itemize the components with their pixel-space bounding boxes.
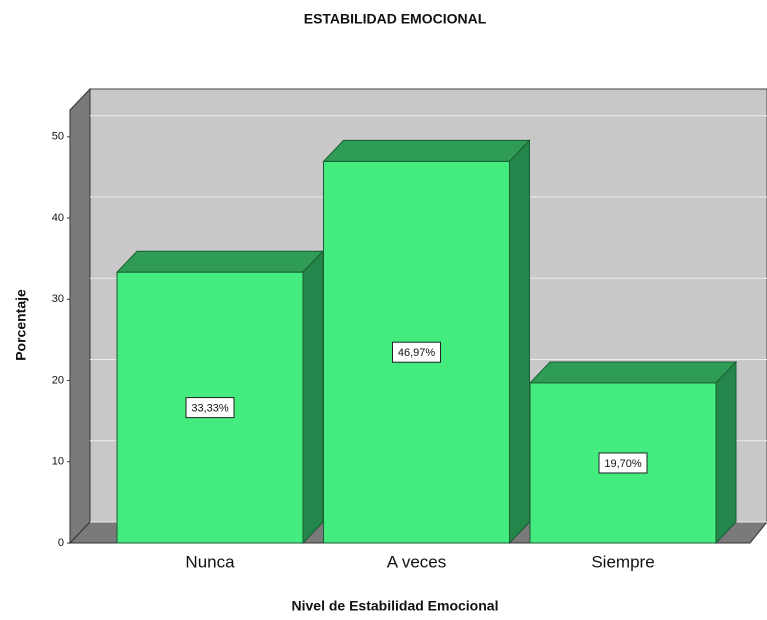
y-tick-label: 10: [52, 456, 64, 468]
x-axis-label: Nivel de Estabilidad Emocional: [292, 598, 499, 614]
bar-side: [509, 139, 530, 545]
left-wall: [69, 87, 91, 545]
x-tick-label: A veces: [387, 552, 447, 571]
chart-title: ESTABILIDAD EMOCIONAL: [304, 11, 487, 27]
y-tick-label: 50: [52, 131, 64, 143]
bar-side: [302, 249, 324, 545]
y-tick-label: 0: [58, 537, 64, 549]
bar-side: [715, 360, 737, 545]
value-label-box: [392, 341, 441, 363]
bar-top: [528, 361, 738, 384]
value-label: 46,97%: [398, 347, 436, 359]
bar-top: [115, 250, 325, 273]
y-tick-label: 30: [52, 293, 64, 305]
y-axis-label: Porcentaje: [13, 289, 29, 361]
y-tick-label: 40: [52, 212, 64, 224]
value-label-box: [185, 397, 235, 419]
value-label: 19,70%: [604, 458, 642, 470]
y-tick-label: 20: [52, 374, 64, 386]
value-label: 33,33%: [191, 403, 229, 415]
x-tick-label: Nunca: [185, 552, 235, 571]
x-tick-label: Siempre: [591, 552, 654, 571]
value-label-box: [598, 452, 648, 474]
bar-top: [322, 139, 531, 162]
